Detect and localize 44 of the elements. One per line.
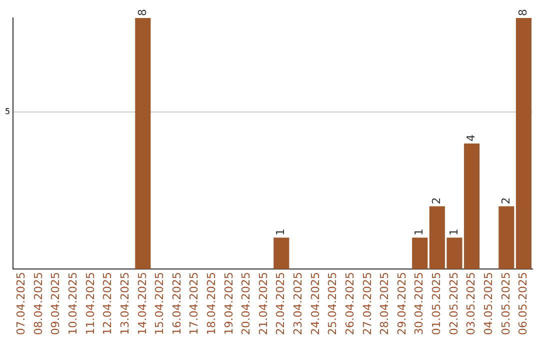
x-tick-label: 17.04.2025 [188, 272, 201, 336]
x-tick-label: 18.04.2025 [205, 272, 218, 336]
x-tick-label: 05.05.2025 [499, 272, 512, 336]
x-tick-label: 27.04.2025 [360, 272, 374, 336]
bar [135, 18, 151, 270]
data-label: 1 [447, 228, 460, 236]
x-tick-label: 24.04.2025 [308, 272, 322, 336]
data-label: 2 [499, 197, 512, 204]
x-tick-label: 11.04.2025 [84, 272, 97, 336]
x-tick-label: 20.04.2025 [240, 272, 253, 336]
x-tick-label: 02.05.2025 [447, 272, 460, 336]
data-label: 1 [274, 228, 288, 236]
x-tick-label: 06.05.2025 [516, 272, 530, 336]
data-label: 8 [136, 9, 149, 16]
x-tick-label: 07.04.2025 [14, 272, 28, 336]
x-tick-label: 01.05.2025 [430, 272, 444, 336]
x-tick-label: 28.04.2025 [378, 272, 392, 336]
x-tick-label: 04.05.2025 [482, 272, 495, 336]
x-tick-label: 25.04.2025 [326, 272, 340, 336]
x-tick-label: 22.04.2025 [274, 272, 288, 336]
data-label: 2 [430, 197, 444, 204]
x-tick-label: 09.04.2025 [49, 272, 62, 336]
x-tick-label: 12.04.2025 [101, 272, 114, 336]
x-tick-label: 19.04.2025 [222, 272, 236, 336]
bar [412, 238, 428, 270]
x-tick-label: 13.04.2025 [118, 272, 132, 336]
x-tick-label: 14.04.2025 [136, 272, 149, 336]
bar [498, 206, 514, 270]
x-tick-label: 03.05.2025 [464, 272, 478, 336]
bar [516, 18, 532, 270]
x-tick-label: 21.04.2025 [256, 272, 270, 336]
x-tick-label: 15.04.2025 [153, 272, 166, 336]
x-tick-label: 26.04.2025 [343, 272, 356, 336]
data-label: 4 [464, 134, 478, 142]
x-tick-label: 08.04.2025 [32, 272, 45, 336]
x-tick-label: 29.04.2025 [395, 272, 408, 336]
x-tick-label: 10.04.2025 [66, 272, 80, 336]
bar [274, 238, 290, 270]
data-label: 1 [412, 228, 426, 236]
data-label: 8 [516, 9, 530, 16]
x-tick-label: 23.04.2025 [292, 272, 305, 336]
y-tick-label: 5 [4, 107, 10, 116]
x-tick-label: 16.04.2025 [170, 272, 184, 336]
x-tick-label: 30.04.2025 [412, 272, 426, 336]
